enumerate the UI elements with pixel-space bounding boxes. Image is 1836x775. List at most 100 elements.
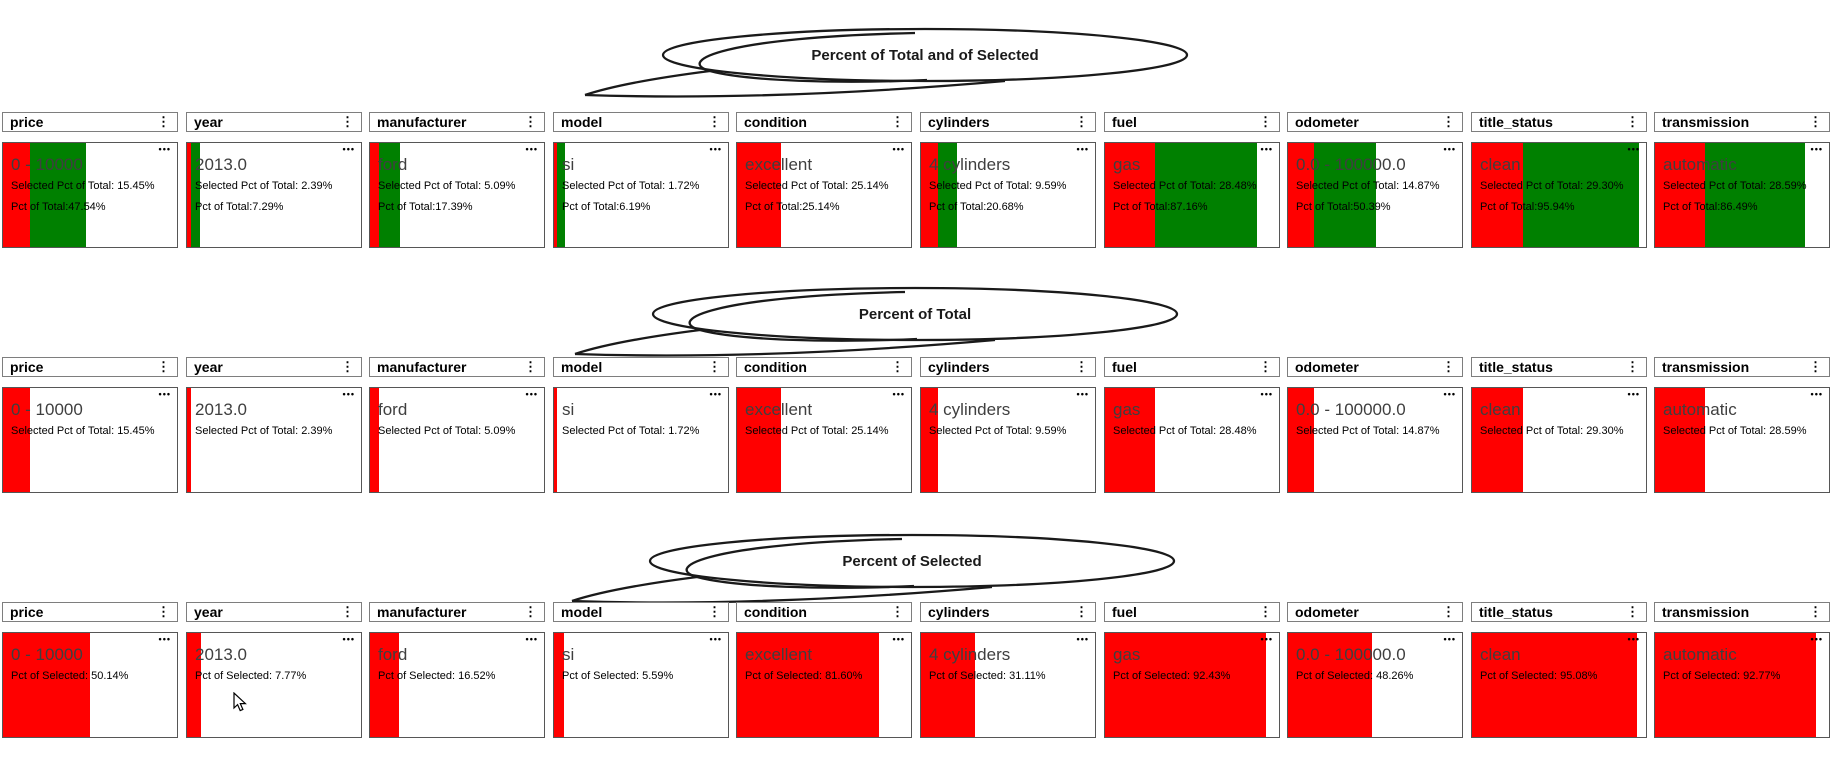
column-header-title_status[interactable]: title_status ⋮	[1471, 112, 1647, 132]
card-condition[interactable]: ••• excellent Pct of Selected: 81.60%	[736, 632, 912, 738]
column-menu-icon[interactable]: ⋮	[1809, 604, 1822, 619]
column-menu-icon[interactable]: ⋮	[524, 359, 537, 374]
column-menu-icon[interactable]: ⋮	[1442, 604, 1455, 619]
column-menu-icon[interactable]: ⋮	[708, 114, 721, 129]
more-options-icon[interactable]: •••	[709, 389, 722, 399]
card-transmission[interactable]: ••• automatic Selected Pct of Total: 28.59…	[1654, 142, 1830, 248]
card-manufacturer[interactable]: ••• ford Pct of Selected: 16.52%	[369, 632, 545, 738]
more-options-icon[interactable]: •••	[1443, 144, 1456, 154]
column-header-price[interactable]: price ⋮	[2, 112, 178, 132]
column-header-fuel[interactable]: fuel ⋮	[1104, 112, 1280, 132]
card-odometer[interactable]: ••• 0.0 - 100000.0 Selected Pct of Total: …	[1287, 387, 1463, 493]
column-menu-icon[interactable]: ⋮	[1259, 359, 1272, 374]
column-header-model[interactable]: model ⋮	[553, 602, 729, 622]
column-menu-icon[interactable]: ⋮	[341, 604, 354, 619]
card-condition[interactable]: ••• excellent Selected Pct of Total: 25.14…	[736, 387, 912, 493]
more-options-icon[interactable]: •••	[525, 634, 538, 644]
more-options-icon[interactable]: •••	[709, 144, 722, 154]
column-header-transmission[interactable]: transmission ⋮	[1654, 112, 1830, 132]
more-options-icon[interactable]: •••	[1260, 634, 1273, 644]
card-year[interactable]: ••• 2013.0 Selected Pct of Total: 2.39%	[186, 387, 362, 493]
column-menu-icon[interactable]: ⋮	[1442, 359, 1455, 374]
card-fuel[interactable]: ••• gas Selected Pct of Total: 28.48% Pct o…	[1104, 142, 1280, 248]
card-cylinders[interactable]: ••• 4 cylinders Selected Pct of Total: 9.5…	[920, 142, 1096, 248]
column-menu-icon[interactable]: ⋮	[1259, 604, 1272, 619]
column-header-model[interactable]: model ⋮	[553, 357, 729, 377]
more-options-icon[interactable]: •••	[1810, 634, 1823, 644]
column-menu-icon[interactable]: ⋮	[524, 114, 537, 129]
column-header-manufacturer[interactable]: manufacturer ⋮	[369, 112, 545, 132]
card-odometer[interactable]: ••• 0.0 - 100000.0 Selected Pct of Total: …	[1287, 142, 1463, 248]
more-options-icon[interactable]: •••	[892, 634, 905, 644]
column-menu-icon[interactable]: ⋮	[708, 359, 721, 374]
column-header-condition[interactable]: condition ⋮	[736, 112, 912, 132]
card-price[interactable]: ••• 0 - 10000 Selected Pct of Total: 15.45…	[2, 142, 178, 248]
card-title_status[interactable]: ••• clean Pct of Selected: 95.08%	[1471, 632, 1647, 738]
more-options-icon[interactable]: •••	[709, 634, 722, 644]
column-header-manufacturer[interactable]: manufacturer ⋮	[369, 357, 545, 377]
card-odometer[interactable]: ••• 0.0 - 100000.0 Pct of Selected: 48.26%	[1287, 632, 1463, 738]
column-header-odometer[interactable]: odometer ⋮	[1287, 357, 1463, 377]
column-header-year[interactable]: year ⋮	[186, 357, 362, 377]
card-title_status[interactable]: ••• clean Selected Pct of Total: 29.30%	[1471, 387, 1647, 493]
column-menu-icon[interactable]: ⋮	[891, 114, 904, 129]
column-header-odometer[interactable]: odometer ⋮	[1287, 112, 1463, 132]
card-year[interactable]: ••• 2013.0 Selected Pct of Total: 2.39% Pct…	[186, 142, 362, 248]
more-options-icon[interactable]: •••	[1810, 389, 1823, 399]
more-options-icon[interactable]: •••	[1076, 389, 1089, 399]
column-menu-icon[interactable]: ⋮	[1809, 114, 1822, 129]
column-menu-icon[interactable]: ⋮	[157, 604, 170, 619]
more-options-icon[interactable]: •••	[1076, 634, 1089, 644]
card-model[interactable]: ••• si Selected Pct of Total: 1.72%	[553, 387, 729, 493]
column-menu-icon[interactable]: ⋮	[341, 359, 354, 374]
card-model[interactable]: ••• si Selected Pct of Total: 1.72% Pct of …	[553, 142, 729, 248]
column-menu-icon[interactable]: ⋮	[1442, 114, 1455, 129]
column-header-cylinders[interactable]: cylinders ⋮	[920, 602, 1096, 622]
card-model[interactable]: ••• si Pct of Selected: 5.59%	[553, 632, 729, 738]
more-options-icon[interactable]: •••	[1260, 389, 1273, 399]
column-header-transmission[interactable]: transmission ⋮	[1654, 602, 1830, 622]
more-options-icon[interactable]: •••	[158, 389, 171, 399]
column-header-cylinders[interactable]: cylinders ⋮	[920, 112, 1096, 132]
more-options-icon[interactable]: •••	[1443, 634, 1456, 644]
more-options-icon[interactable]: •••	[158, 144, 171, 154]
more-options-icon[interactable]: •••	[892, 389, 905, 399]
more-options-icon[interactable]: •••	[342, 144, 355, 154]
card-year[interactable]: ••• 2013.0 Pct of Selected: 7.77%	[186, 632, 362, 738]
column-menu-icon[interactable]: ⋮	[1626, 604, 1639, 619]
column-header-title_status[interactable]: title_status ⋮	[1471, 357, 1647, 377]
more-options-icon[interactable]: •••	[1810, 144, 1823, 154]
column-menu-icon[interactable]: ⋮	[891, 604, 904, 619]
column-header-condition[interactable]: condition ⋮	[736, 357, 912, 377]
card-transmission[interactable]: ••• automatic Selected Pct of Total: 28.59…	[1654, 387, 1830, 493]
column-header-price[interactable]: price ⋮	[2, 602, 178, 622]
card-transmission[interactable]: ••• automatic Pct of Selected: 92.77%	[1654, 632, 1830, 738]
card-cylinders[interactable]: ••• 4 cylinders Pct of Selected: 31.11%	[920, 632, 1096, 738]
column-header-year[interactable]: year ⋮	[186, 112, 362, 132]
column-menu-icon[interactable]: ⋮	[157, 359, 170, 374]
column-header-fuel[interactable]: fuel ⋮	[1104, 357, 1280, 377]
column-menu-icon[interactable]: ⋮	[157, 114, 170, 129]
column-menu-icon[interactable]: ⋮	[341, 114, 354, 129]
card-condition[interactable]: ••• excellent Selected Pct of Total: 25.14…	[736, 142, 912, 248]
column-header-price[interactable]: price ⋮	[2, 357, 178, 377]
card-title_status[interactable]: ••• clean Selected Pct of Total: 29.30% Pct…	[1471, 142, 1647, 248]
column-menu-icon[interactable]: ⋮	[708, 604, 721, 619]
column-menu-icon[interactable]: ⋮	[891, 359, 904, 374]
column-header-title_status[interactable]: title_status ⋮	[1471, 602, 1647, 622]
more-options-icon[interactable]: •••	[1260, 144, 1273, 154]
column-header-condition[interactable]: condition ⋮	[736, 602, 912, 622]
card-fuel[interactable]: ••• gas Pct of Selected: 92.43%	[1104, 632, 1280, 738]
card-manufacturer[interactable]: ••• ford Selected Pct of Total: 5.09% Pct o…	[369, 142, 545, 248]
column-header-cylinders[interactable]: cylinders ⋮	[920, 357, 1096, 377]
column-menu-icon[interactable]: ⋮	[1075, 359, 1088, 374]
column-header-year[interactable]: year ⋮	[186, 602, 362, 622]
column-header-manufacturer[interactable]: manufacturer ⋮	[369, 602, 545, 622]
column-header-transmission[interactable]: transmission ⋮	[1654, 357, 1830, 377]
more-options-icon[interactable]: •••	[1443, 389, 1456, 399]
column-header-fuel[interactable]: fuel ⋮	[1104, 602, 1280, 622]
column-menu-icon[interactable]: ⋮	[1259, 114, 1272, 129]
column-header-odometer[interactable]: odometer ⋮	[1287, 602, 1463, 622]
more-options-icon[interactable]: •••	[158, 634, 171, 644]
column-menu-icon[interactable]: ⋮	[1075, 114, 1088, 129]
